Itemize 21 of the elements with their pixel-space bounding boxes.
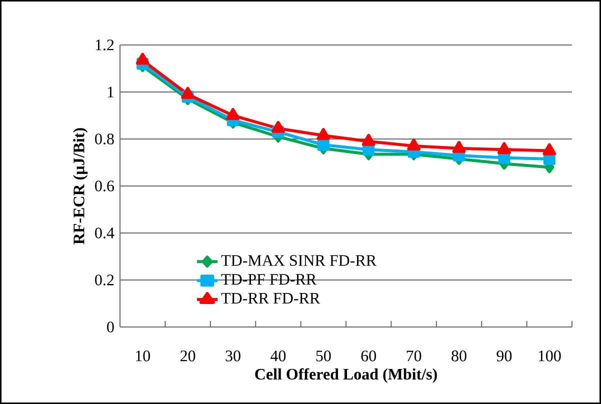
y-tick-label: 0.4: [95, 228, 114, 238]
y-tick-label: 0.8: [95, 134, 114, 144]
legend-label: TD-MAX SINR FD-RR: [221, 255, 377, 266]
x-tick-label: 40: [270, 350, 286, 362]
x-tick-label: 100: [538, 350, 561, 362]
x-tick-label: 20: [180, 350, 196, 362]
y-tick-label: 1.2: [96, 40, 114, 50]
x-tick-label: 90: [496, 350, 512, 362]
x-tick-label: 80: [452, 350, 466, 362]
x-tick-label: 10: [136, 350, 150, 362]
x-axis-title: Cell Offered Load (Mbit/s): [255, 368, 437, 383]
x-tick-label: 70: [406, 350, 422, 362]
x-tick-label: 60: [361, 350, 376, 362]
x-tick-label: 50: [316, 350, 331, 362]
y-tick-label: 0.2: [95, 274, 114, 286]
y-axis-title: RF-ECR (µJ/Bit): [73, 128, 88, 244]
x-tick-label: 30: [226, 350, 240, 362]
y-tick-label: 1: [108, 86, 114, 98]
legend-label: TD-RR FD-RR: [221, 293, 320, 304]
y-tick-label: 0: [107, 322, 114, 332]
y-tick-label: 0.6: [95, 180, 114, 192]
